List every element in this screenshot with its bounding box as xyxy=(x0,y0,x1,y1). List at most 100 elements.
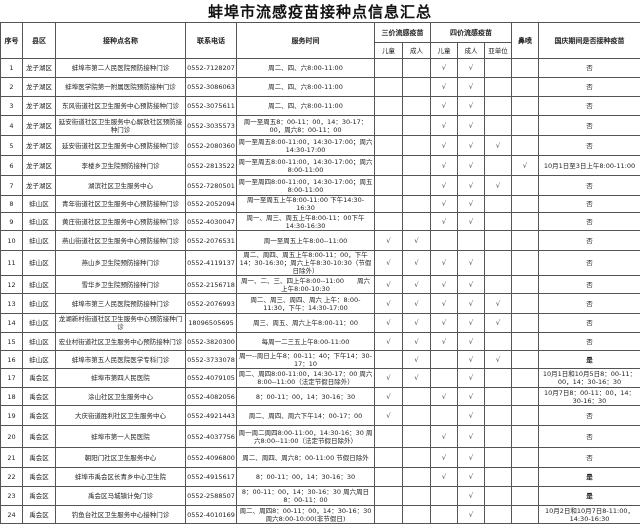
cell-quadrivalent-subunit: √ xyxy=(484,313,512,333)
cell-trivalent-child xyxy=(374,467,403,487)
cell-quadrivalent-subunit xyxy=(484,486,512,506)
cell-site: 大庆街道胜利社区卫生服务中心 xyxy=(55,405,186,426)
cell-quadrivalent-child xyxy=(430,350,458,369)
cell-quadrivalent-child: √ xyxy=(430,115,458,136)
cell-hours: 周一至周五上午8:00--11:00 xyxy=(236,230,375,251)
cell-trivalent-child xyxy=(374,175,403,196)
cell-hours: 周二、周四、周六下午14：00-17：00 xyxy=(236,405,375,426)
cell-national-day: 10月1日和10月5日8：00-11：00，14：30-16：30 xyxy=(538,368,640,388)
cell-hours: 每周一二三五上午8:00-11:00 xyxy=(236,332,375,351)
cell-trivalent-adult: √ xyxy=(402,250,431,276)
cell-district: 蚌山区 xyxy=(22,332,56,351)
cell-quadrivalent-child: √ xyxy=(430,96,458,116)
cell-quadrivalent-adult: √ xyxy=(457,58,485,78)
cell-site: 蚌埠市禹会区长青乡中心卫生院 xyxy=(55,467,186,487)
cell-trivalent-child xyxy=(374,135,403,156)
cell-national-day: 否 xyxy=(538,96,640,116)
cell-hours: 周二、周四8：00-11：00，14：30-16：30 周六8:00-10:00… xyxy=(236,505,375,524)
cell-quadrivalent-adult: √ xyxy=(457,293,485,314)
cell-quadrivalent-adult: √ xyxy=(457,77,485,97)
cell-quadrivalent-child xyxy=(430,405,458,426)
table-row: 23 禹会区 禹会区马城镇计免门诊 0552-2588507 8：00-11：00，14… xyxy=(0,486,640,506)
cell-national-day: 否 xyxy=(538,175,640,196)
cell-no: 13 xyxy=(0,293,23,314)
cell-no: 2 xyxy=(0,77,23,97)
cell-trivalent-adult: √ xyxy=(402,350,431,369)
table-row: 12 蚌山区 雪华乡卫生院预防接种门诊 0552-2156718 周一、二、三、四上午8… xyxy=(0,275,640,294)
cell-trivalent-child xyxy=(374,77,403,97)
cell-quadrivalent-subunit xyxy=(484,405,512,426)
cell-quadrivalent-adult: √ xyxy=(457,486,485,506)
cell-phone: 0552-2080360 xyxy=(185,135,237,156)
cell-quadrivalent-child: √ xyxy=(430,387,458,406)
cell-quadrivalent-adult: √ xyxy=(457,387,485,406)
cell-district: 龙子湖区 xyxy=(22,115,56,136)
cell-phone: 0552-4921443 xyxy=(185,405,237,426)
cell-phone: 0552-3086063 xyxy=(185,77,237,97)
cell-quadrivalent-adult: √ xyxy=(457,467,485,487)
cell-quadrivalent-child: √ xyxy=(430,313,458,333)
cell-quadrivalent-adult xyxy=(457,230,485,251)
cell-no: 22 xyxy=(0,467,23,487)
cell-trivalent-adult xyxy=(402,175,431,196)
cell-nasal xyxy=(511,275,539,294)
cell-hours: 周一至周五8:00-11:00，14:30-17:00；周六8:00-11:00 xyxy=(236,155,375,176)
cell-quadrivalent-child: √ xyxy=(430,77,458,97)
cell-site: 燕山街道社区卫生服务中心预防接种门诊 xyxy=(55,230,186,251)
cell-quadrivalent-subunit: √ xyxy=(484,293,512,314)
cell-nasal xyxy=(511,195,539,213)
cell-hours: 周二、周三、周四、周六 上午：8:00-11:30，下午：14:30-17:00 xyxy=(236,293,375,314)
cell-quadrivalent-child: √ xyxy=(430,58,458,78)
cell-quadrivalent-subunit xyxy=(484,332,512,351)
cell-trivalent-adult: √ xyxy=(402,313,431,333)
cell-site: 蚌埠市第三人民医院预防接种门诊 xyxy=(55,293,186,314)
cell-no: 16 xyxy=(0,350,23,369)
header-phone: 联系电话 xyxy=(185,22,237,59)
header-district: 县区 xyxy=(22,22,56,59)
header-no: 序号 xyxy=(0,22,23,59)
cell-no: 17 xyxy=(0,368,23,388)
cell-nasal xyxy=(511,505,539,524)
cell-quadrivalent-subunit xyxy=(484,467,512,487)
cell-trivalent-child xyxy=(374,447,403,468)
cell-quadrivalent-adult: √ xyxy=(457,250,485,276)
cell-phone: 0552-2813522 xyxy=(185,155,237,176)
cell-trivalent-adult xyxy=(402,96,431,116)
cell-quadrivalent-adult: √ xyxy=(457,115,485,136)
cell-district: 禹会区 xyxy=(22,486,56,506)
cell-quadrivalent-child: √ xyxy=(430,293,458,314)
cell-quadrivalent-child xyxy=(430,486,458,506)
cell-national-day: 否 xyxy=(538,332,640,351)
cell-nasal xyxy=(511,250,539,276)
cell-hours: 周一周二周四8:00-11:00，14:30-16：30 周六8:00--11:… xyxy=(236,425,375,448)
cell-hours: 周一至周五8:00-11:00，14:30-17:00；周六14:30-17:0… xyxy=(236,135,375,156)
table-row: 4 龙子湖区 延安街道社区卫生服务中心解放社区预防接种门诊 0552-3035573 周… xyxy=(0,115,640,136)
cell-site: 蚌埠市第二人民医院预防接种门诊 xyxy=(55,58,186,78)
cell-national-day: 是 xyxy=(538,486,640,506)
cell-phone: 0552-7128207 xyxy=(185,58,237,78)
table-row: 14 蚌山区 龙湖新村街道社区卫生服务中心预防接种门诊 18096505695 周三、周… xyxy=(0,313,640,333)
cell-site: 蚌埠市第四人民医院 xyxy=(55,368,186,388)
cell-quadrivalent-subunit: √ xyxy=(484,350,512,369)
cell-site: 青年街道社区卫生服务中心预防接种门诊 xyxy=(55,195,186,213)
header-trivalent-adult: 成人 xyxy=(402,42,431,59)
cell-no: 8 xyxy=(0,195,23,213)
cell-nasal: √ xyxy=(511,155,539,176)
cell-national-day: 否 xyxy=(538,425,640,448)
cell-site: 李楼乡卫生院预防接种门诊 xyxy=(55,155,186,176)
table-row: 18 禹会区 涂山社区卫生服务中心 0552-4082056 8：00-11：00，14… xyxy=(0,387,640,406)
cell-district: 蚌山区 xyxy=(22,293,56,314)
cell-quadrivalent-adult: √ xyxy=(457,405,485,426)
cell-trivalent-adult xyxy=(402,58,431,78)
cell-no: 21 xyxy=(0,447,23,468)
cell-site: 龙湖新村街道社区卫生服务中心预防接种门诊 xyxy=(55,313,186,333)
cell-trivalent-adult: √ xyxy=(402,368,431,388)
cell-hours: 周二、周四8:00-11:00，14:30-17：00 周六8:00--11:0… xyxy=(236,368,375,388)
cell-quadrivalent-subunit: √ xyxy=(484,175,512,196)
cell-hours: 周三、周五、周六上午8:00-11：00 xyxy=(236,313,375,333)
cell-nasal xyxy=(511,447,539,468)
cell-site: 蚌埠市第五人民医院医学专科门诊 xyxy=(55,350,186,369)
cell-site: 宏业村街道社区卫生服务中心预防接种门诊 xyxy=(55,332,186,351)
cell-nasal xyxy=(511,230,539,251)
cell-phone: 0552-2076993 xyxy=(185,293,237,314)
